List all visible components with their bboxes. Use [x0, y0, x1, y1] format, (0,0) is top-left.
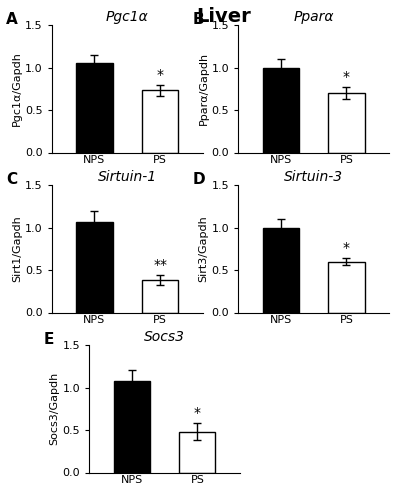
Bar: [142, 280, 178, 312]
Title: Socs3: Socs3: [144, 330, 185, 344]
Title: Pgc1α: Pgc1α: [106, 10, 148, 24]
Title: Sirtuin-1: Sirtuin-1: [97, 170, 157, 184]
Text: **: **: [153, 258, 167, 272]
Text: *: *: [342, 241, 349, 255]
Text: *: *: [156, 68, 163, 82]
Y-axis label: Sirt1/Gapdh: Sirt1/Gapdh: [12, 216, 22, 282]
Title: Pparα: Pparα: [293, 10, 333, 24]
Bar: [262, 68, 298, 152]
Text: E: E: [44, 332, 54, 347]
Text: D: D: [192, 172, 205, 187]
Text: Liver: Liver: [196, 8, 250, 26]
Y-axis label: Pparα/Gapdh: Pparα/Gapdh: [198, 52, 208, 126]
Y-axis label: Sirt3/Gapdh: Sirt3/Gapdh: [198, 216, 208, 282]
Bar: [142, 90, 178, 152]
Text: *: *: [342, 70, 349, 84]
Text: *: *: [193, 406, 200, 420]
Y-axis label: Socs3/Gapdh: Socs3/Gapdh: [50, 372, 59, 446]
Bar: [114, 380, 150, 472]
Bar: [179, 432, 215, 472]
Y-axis label: Pgc1α/Gapdh: Pgc1α/Gapdh: [12, 52, 22, 126]
Bar: [262, 228, 298, 312]
Text: B: B: [192, 12, 204, 27]
Bar: [328, 93, 363, 152]
Bar: [328, 262, 363, 312]
Text: A: A: [7, 12, 18, 27]
Bar: [76, 222, 112, 312]
Text: C: C: [7, 172, 17, 187]
Title: Sirtuin-3: Sirtuin-3: [283, 170, 342, 184]
Bar: [76, 63, 112, 152]
